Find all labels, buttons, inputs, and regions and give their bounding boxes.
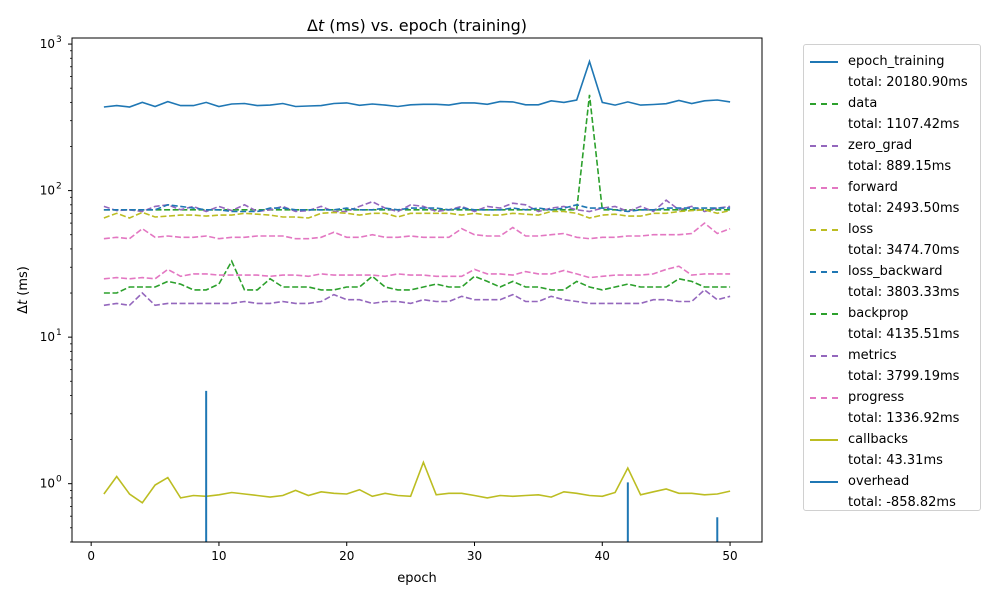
x-tick-label: 0 xyxy=(87,549,95,563)
x-tick-label: 30 xyxy=(467,549,482,563)
series-line-callbacks xyxy=(103,460,731,504)
y-tick-label: 10 xyxy=(40,184,55,198)
series-line-progress xyxy=(103,265,731,280)
legend-label: progress xyxy=(848,390,905,405)
legend-entry-callbacks: callbacks total: 43.31ms xyxy=(804,427,980,469)
legend-label: epoch_training xyxy=(848,54,945,69)
legend-total: total: 1336.92ms xyxy=(848,411,960,426)
legend-label: zero_grad xyxy=(848,138,913,153)
legend-swatch xyxy=(810,355,838,357)
legend-swatch xyxy=(810,145,838,147)
plot-area-frame xyxy=(71,37,763,543)
legend-swatch xyxy=(810,61,838,63)
legend-entry-zero-grad: zero_grad total: 889.15ms xyxy=(804,133,980,175)
x-tick-label: 20 xyxy=(339,549,354,563)
chart-title: Δt (ms) vs. epoch (training) xyxy=(307,16,527,35)
series-line-loss xyxy=(103,208,731,219)
legend-label: metrics xyxy=(848,348,897,363)
y-tick-label: 10 xyxy=(40,330,55,344)
series-line-metrics xyxy=(103,288,731,307)
x-axis-label: epoch xyxy=(397,571,437,586)
legend-entry-data: data total: 1107.42ms xyxy=(804,91,980,133)
legend-entry-backprop: backprop total: 4135.51ms xyxy=(804,301,980,343)
legend-swatch xyxy=(810,439,838,441)
series-line-zero-grad xyxy=(103,199,731,213)
series-line-forward xyxy=(103,222,731,240)
y-tick-exponent: 0 xyxy=(56,475,62,485)
legend-total: total: 3474.70ms xyxy=(848,243,960,258)
x-tick-label: 50 xyxy=(722,549,737,563)
x-tick-label: 10 xyxy=(211,549,226,563)
legend-swatch xyxy=(810,229,838,231)
legend-label: backprop xyxy=(848,306,909,321)
legend-entry-progress: progress total: 1336.92ms xyxy=(804,385,980,427)
legend-entry-overhead: overhead total: -858.82ms xyxy=(804,469,980,511)
legend-swatch xyxy=(810,103,838,105)
legend-total: total: 43.31ms xyxy=(848,453,943,468)
legend: epoch_training total: 20180.90ms data total… xyxy=(803,44,981,511)
legend-entry-metrics: metrics total: 3799.19ms xyxy=(804,343,980,385)
y-tick-exponent: 2 xyxy=(56,182,62,192)
legend-total: total: 4135.51ms xyxy=(848,327,960,342)
legend-total: total: 889.15ms xyxy=(848,159,952,174)
legend-total: total: 1107.42ms xyxy=(848,117,960,132)
legend-swatch xyxy=(810,481,838,483)
y-axis-label: Δt (ms) xyxy=(16,266,31,314)
legend-swatch xyxy=(810,397,838,399)
legend-total: total: 2493.50ms xyxy=(848,201,960,216)
series-line-backprop xyxy=(103,259,731,294)
legend-swatch xyxy=(810,271,838,273)
legend-label: loss xyxy=(848,222,874,237)
legend-label: callbacks xyxy=(848,432,909,447)
x-tick-label: 40 xyxy=(595,549,610,563)
legend-label: forward xyxy=(848,180,898,195)
legend-total: total: -858.82ms xyxy=(848,495,956,510)
legend-label: overhead xyxy=(848,474,910,489)
series-line-loss-backward xyxy=(103,203,731,213)
series-line-data xyxy=(103,94,731,211)
y-tick-label: 10 xyxy=(40,37,55,51)
y-tick-label: 10 xyxy=(40,477,55,491)
legend-entry-epoch-training: epoch_training total: 20180.90ms xyxy=(804,49,980,91)
legend-total: total: 3799.19ms xyxy=(848,369,960,384)
legend-entry-loss: loss total: 3474.70ms xyxy=(804,217,980,259)
legend-total: total: 3803.33ms xyxy=(848,285,960,300)
legend-label: data xyxy=(848,96,878,111)
series-line-epoch-training xyxy=(103,58,731,108)
y-tick-exponent: 1 xyxy=(56,328,62,338)
legend-swatch xyxy=(810,313,838,315)
y-tick-exponent: 3 xyxy=(56,35,62,45)
legend-swatch xyxy=(810,187,838,189)
legend-entry-forward: forward total: 2493.50ms xyxy=(804,175,980,217)
legend-total: total: 20180.90ms xyxy=(848,75,968,90)
legend-entry-loss-backward: loss_backward total: 3803.33ms xyxy=(804,259,980,301)
legend-label: loss_backward xyxy=(848,264,943,279)
